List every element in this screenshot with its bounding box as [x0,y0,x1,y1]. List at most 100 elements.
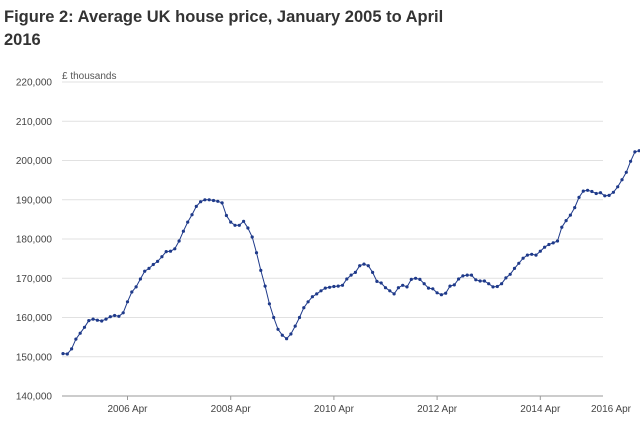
data-point [478,279,482,283]
y-tick-label: 200,000 [16,156,53,167]
data-point [500,282,504,286]
data-point [104,317,108,321]
data-point [160,255,164,259]
data-point [414,276,418,280]
y-axis-unit-label: £ thousands [62,71,117,82]
data-point [353,270,357,274]
data-point [371,270,375,274]
data-point [78,331,82,335]
data-point [306,300,310,304]
y-tick-label: 220,000 [16,78,53,89]
data-point [181,229,185,233]
data-point [418,277,422,281]
y-tick-label: 140,000 [16,392,53,403]
data-point [547,242,551,247]
axes [62,395,603,400]
data-point [482,279,486,283]
data-point [508,272,512,276]
data-point [461,274,465,278]
data-point [452,283,456,287]
data-point [379,281,383,285]
data-point [315,292,319,296]
data-point [564,219,568,223]
data-point [87,319,91,323]
y-tick-label: 150,000 [16,352,53,363]
data-point [517,261,521,265]
data-point [272,315,276,320]
y-tick-label: 210,000 [16,117,53,128]
data-point [491,285,495,289]
data-point [285,337,289,341]
data-point [95,318,99,322]
data-point [590,189,594,194]
data-point [108,315,112,319]
x-tick-label: 2014 Apr [520,404,561,415]
y-tick-labels: 140,000 150,000 160,000 170,000 180,000 190,0… [16,78,53,403]
data-point [328,285,332,289]
data-point [259,268,263,272]
data-point [250,235,254,239]
data-point [504,276,508,280]
y-tick-label: 190,000 [16,195,53,206]
data-point [319,289,323,293]
x-tick-label: 2016 Apr [591,404,632,415]
data-point [203,198,207,202]
data-point [568,213,573,217]
y-tick-label: 170,000 [16,274,53,285]
data-point [267,302,271,306]
data-point [151,262,155,267]
data-point [70,347,74,351]
data-point [164,250,168,254]
data-points [61,149,640,356]
data-point [474,278,478,282]
data-point [117,314,121,318]
data-point [405,285,409,289]
data-point [366,264,370,268]
data-point [216,199,220,203]
data-point [143,269,147,273]
data-point [620,178,624,182]
data-point [555,239,560,243]
data-point [199,200,203,204]
data-point [186,220,190,224]
data-point [289,332,293,336]
data-point [74,337,78,341]
chart-title: Figure 2: Average UK house price, Januar… [4,8,444,49]
data-point [521,256,525,260]
data-point [383,286,388,290]
data-point [375,279,379,283]
data-point [147,266,151,270]
data-point [336,284,340,288]
data-point [220,201,224,205]
x-tick-label: 2012 Apr [417,404,458,415]
data-point [465,273,469,277]
data-point [349,273,353,277]
data-point [362,262,366,266]
data-point [581,189,585,193]
data-point [431,287,435,291]
data-point [457,277,461,281]
data-point [551,241,555,245]
gridlines [62,81,603,358]
data-point [573,206,577,210]
data-point [594,191,598,196]
data-point [392,292,396,296]
data-point [388,289,392,293]
x-tick-labels: 2006 Apr 2008 Apr 2010 Apr 2012 Apr 2014 Apr… [107,404,631,415]
data-point [168,249,173,253]
data-point [560,225,564,229]
data-point [113,313,117,318]
data-point [530,252,534,256]
data-point [125,300,130,304]
data-point [82,325,87,329]
data-point [297,315,302,320]
data-point [340,283,345,287]
data-point [637,149,640,153]
data-point [134,285,138,289]
data-point [426,286,431,290]
data-point [633,150,637,154]
data-point [422,282,426,286]
x-tick-label: 2006 Apr [107,404,148,415]
data-point [577,195,581,199]
y-tick-label: 180,000 [16,235,53,246]
